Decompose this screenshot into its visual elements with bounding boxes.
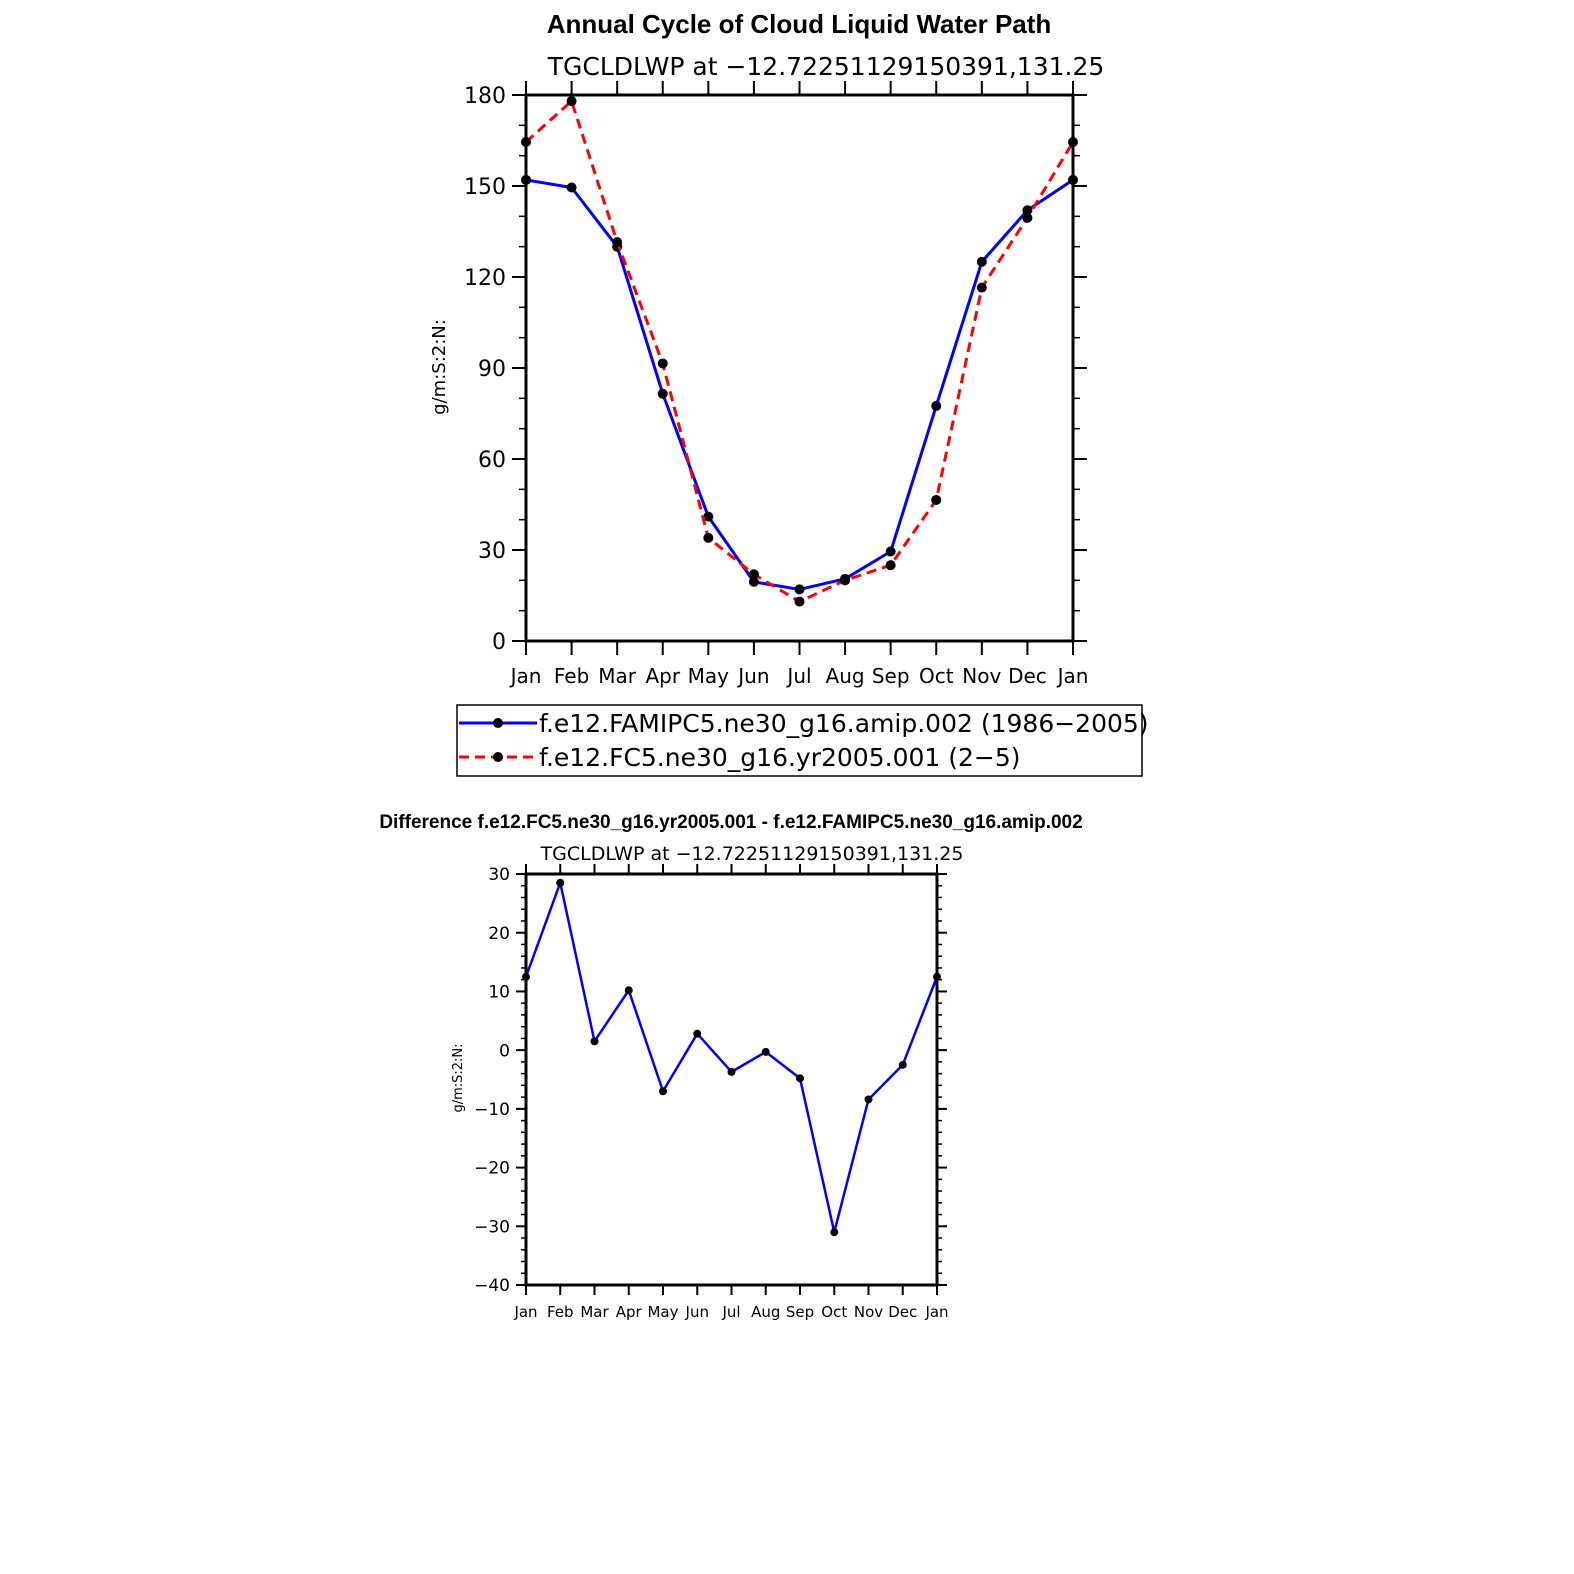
data-point [566, 182, 577, 193]
chart-subtitle: TGCLDLWP at −12.72251129150391,131.25 [547, 52, 1105, 81]
data-point [703, 511, 714, 522]
x-tick-label: Nov [962, 664, 1001, 688]
data-point [864, 1095, 873, 1104]
y-tick-label: 60 [478, 448, 506, 473]
series-line-0 [525, 178, 1074, 591]
x-tick-label: Dec [888, 1303, 917, 1321]
chart-subtitle: TGCLDLWP at −12.72251129150391,131.25 [540, 843, 964, 865]
data-point [748, 569, 759, 580]
chart-title: Annual Cycle of Cloud Liquid Water Path [547, 9, 1052, 39]
data-point [703, 532, 714, 543]
legend-marker-amip [493, 718, 503, 728]
data-point [794, 584, 805, 595]
data-point [794, 596, 805, 607]
y-tick-label: 90 [478, 357, 506, 382]
data-point [657, 358, 668, 369]
data-point [976, 256, 987, 267]
x-tick-label: Mar [580, 1303, 609, 1321]
data-point [1022, 205, 1033, 216]
data-point [693, 1029, 702, 1038]
x-tick-label: Jul [721, 1303, 740, 1321]
y-tick-label: −20 [474, 1159, 510, 1179]
data-point [885, 560, 896, 571]
plot-frame [524, 93, 1075, 643]
x-tick-label: Jun [736, 664, 769, 688]
data-point [931, 494, 942, 505]
legend-box [456, 704, 1143, 777]
data-point [1022, 212, 1033, 223]
x-tick-label: Feb [554, 664, 589, 688]
annual-cycle-chart: Annual Cycle of Cloud Liquid Water Path … [429, 9, 1149, 777]
y-tick-label: 20 [488, 924, 510, 944]
x-tick-label: Oct [919, 664, 954, 688]
data-point [748, 576, 759, 587]
y-tick-label: 120 [464, 266, 506, 291]
data-point [931, 400, 942, 411]
data-point [657, 388, 668, 399]
x-tick-label: Oct [821, 1303, 847, 1321]
chart-title: Difference f.e12.FC5.ne30_g16.yr2005.001… [379, 812, 1082, 833]
x-tick-label: Jan [1056, 664, 1089, 688]
data-point [885, 546, 896, 557]
x-tick-label: Apr [645, 664, 680, 688]
data-point [556, 878, 565, 887]
x-tick-label: Nov [854, 1303, 883, 1321]
y-tick-label: −40 [474, 1276, 510, 1296]
legend-marker-fc5 [493, 752, 503, 762]
y-tick-label: −10 [474, 1100, 510, 1120]
y-tick-label: 180 [464, 84, 506, 109]
y-tick-label: 10 [488, 983, 510, 1003]
data-point [659, 1087, 667, 1096]
data-point [796, 1074, 804, 1083]
data-point [624, 986, 633, 995]
y-tick-label: 30 [478, 539, 506, 564]
data-point [840, 575, 851, 586]
y-tick-label: 0 [499, 1041, 510, 1061]
x-tick-label: Apr [616, 1303, 643, 1321]
legend-label-amip: f.e12.FAMIPC5.ne30_g16.amip.002 (1986−20… [539, 709, 1149, 738]
y-axis-label: g/m:S:2:N: [429, 319, 450, 415]
y-axis-label: g/m:S:2:N: [451, 1043, 466, 1112]
x-tick-label: May [688, 664, 730, 688]
y-tick-label: 0 [492, 630, 506, 655]
data-point [761, 1047, 770, 1056]
data-point [590, 1037, 599, 1046]
x-tick-label: Aug [826, 664, 865, 688]
x-tick-label: Jan [513, 1303, 537, 1321]
x-tick-label: Mar [598, 664, 637, 688]
x-tick-label: Jul [785, 664, 811, 688]
plot-frame [524, 872, 939, 1287]
x-tick-label: Sep [786, 1303, 814, 1321]
x-tick-label: Feb [547, 1303, 574, 1321]
x-tick-label: Jan [924, 1303, 948, 1321]
data-point [976, 282, 987, 293]
x-tick-label: Dec [1008, 664, 1047, 688]
legend: f.e12.FAMIPC5.ne30_g16.amip.002 (1986−20… [456, 704, 1149, 777]
y-tick-label: 150 [464, 175, 506, 200]
x-tick-label: Aug [751, 1303, 780, 1321]
difference-chart: Difference f.e12.FC5.ne30_g16.yr2005.001… [379, 812, 1082, 1321]
x-tick-label: Sep [872, 664, 910, 688]
x-tick-label: Jun [685, 1303, 709, 1321]
y-tick-label: −30 [474, 1217, 510, 1237]
data-point [898, 1060, 907, 1069]
x-tick-label: May [647, 1303, 678, 1321]
series-line-1 [524, 99, 1075, 604]
data-point [830, 1228, 839, 1237]
data-point [727, 1067, 736, 1076]
legend-label-fc5: f.e12.FC5.ne30_g16.yr2005.001 (2−5) [539, 743, 1021, 772]
series-line-0 [524, 881, 939, 1234]
data-point [566, 96, 577, 107]
x-tick-label: Jan [509, 664, 542, 688]
data-point [612, 237, 623, 248]
y-tick-label: 30 [488, 865, 510, 885]
